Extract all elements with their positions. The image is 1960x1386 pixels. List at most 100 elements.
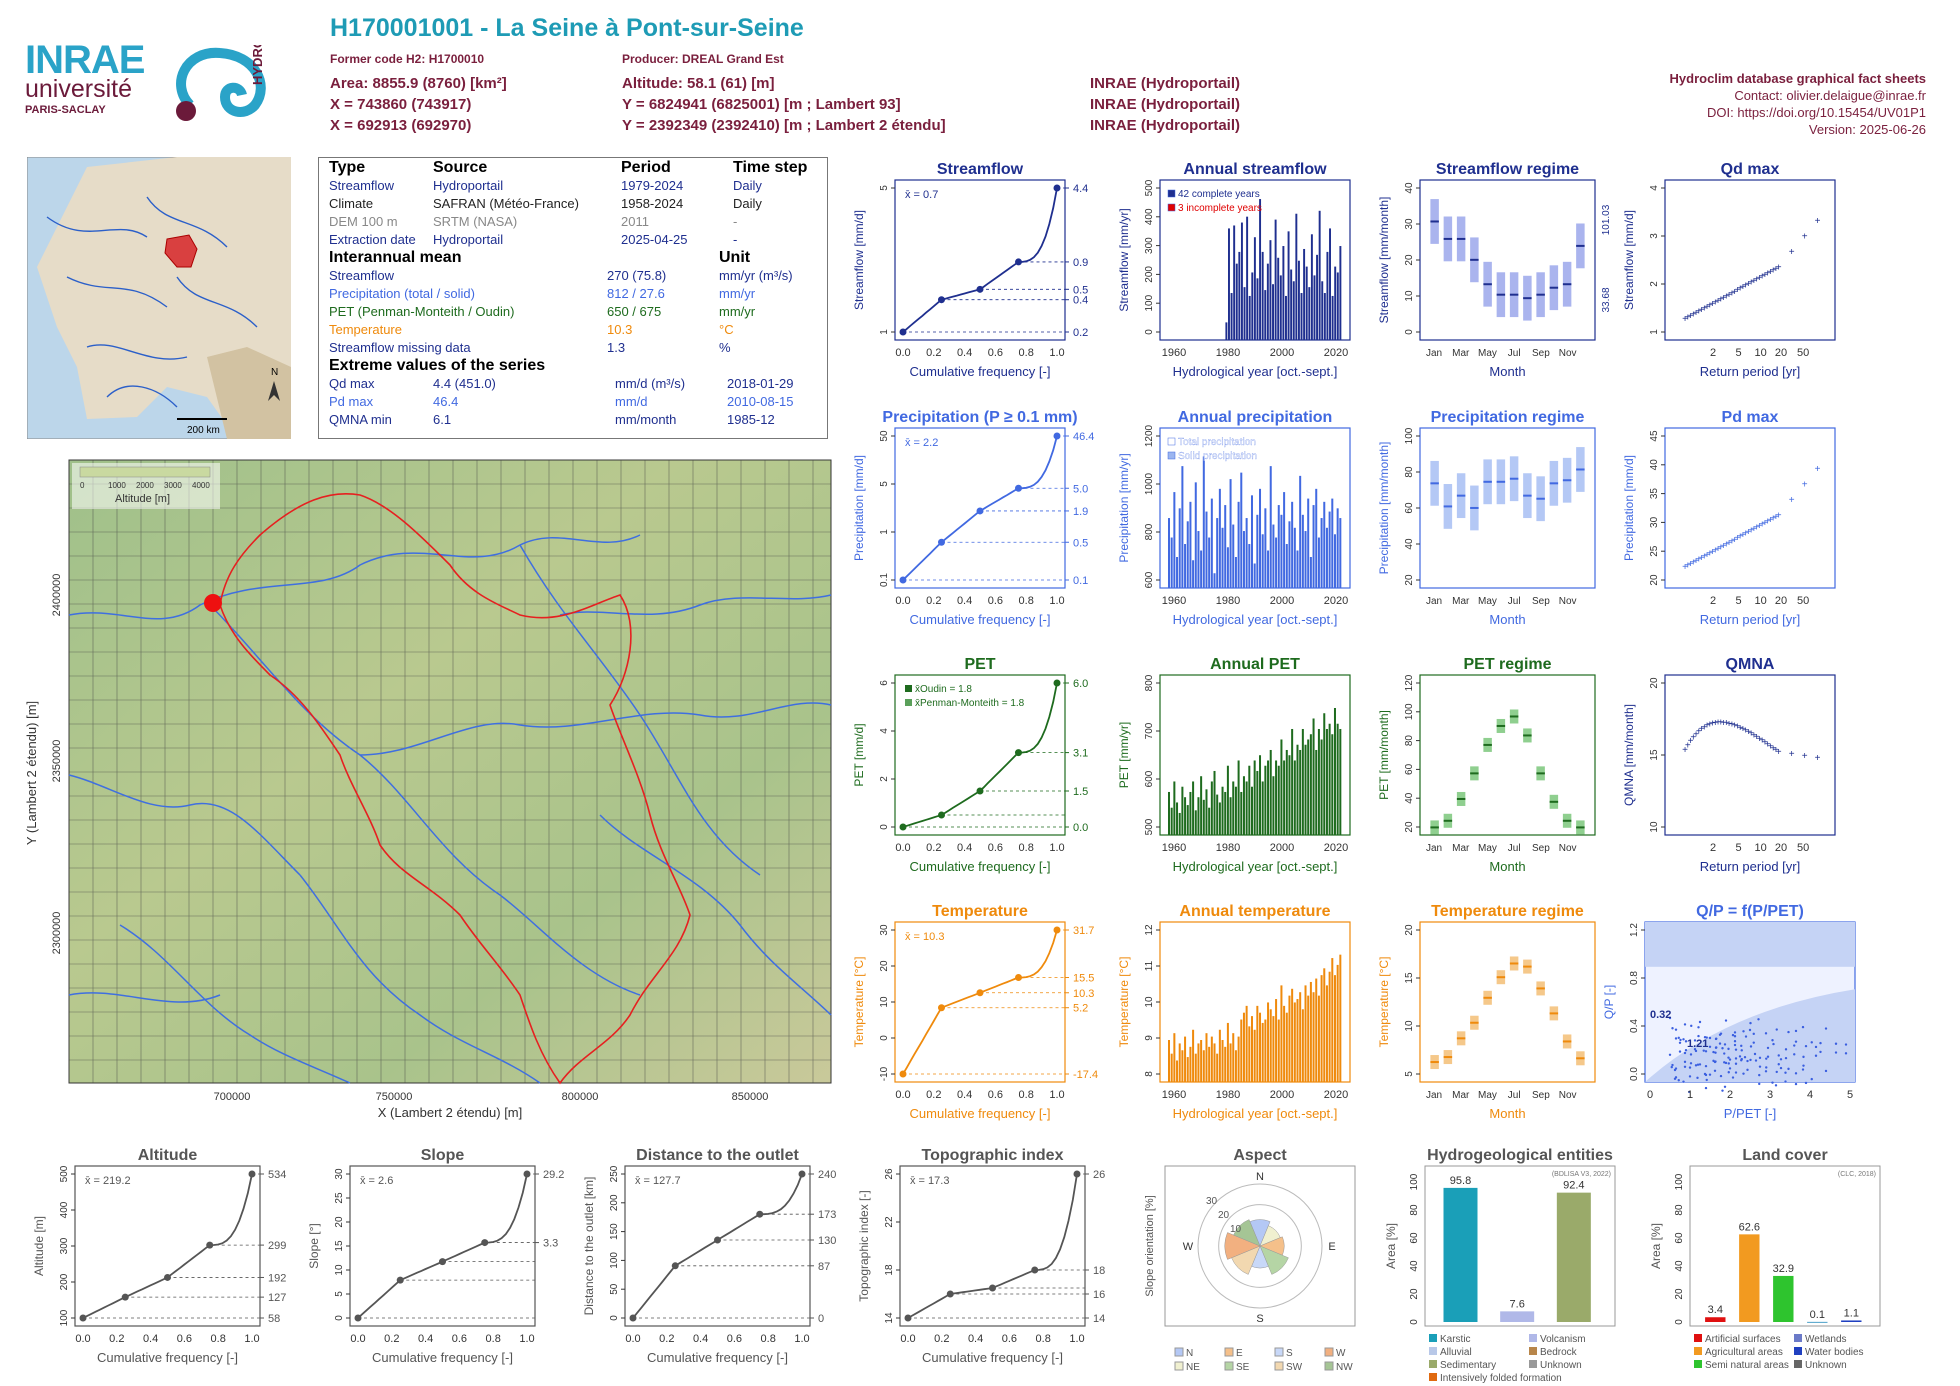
return-point: + — [1745, 727, 1751, 738]
bar-label: 92.4 — [1563, 1180, 1584, 1192]
y-tick-label: 0 — [879, 1035, 890, 1041]
return-point: + — [1718, 718, 1724, 729]
qp-point — [1731, 1076, 1735, 1079]
qp-point — [1704, 1073, 1708, 1077]
legend-swatch — [1167, 203, 1176, 212]
y-tick-label: 25 — [334, 1192, 345, 1204]
x-tick-label: Jan — [1426, 1090, 1442, 1101]
info-row: Climate SAFRAN (Météo-France) 1958-2024 Dai… — [325, 195, 811, 213]
x-tick-label: 0.8 — [1036, 1333, 1051, 1345]
bar — [1288, 521, 1291, 588]
chart-topo: Topographic index Cumulative frequency [-… — [857, 1147, 1105, 1365]
right-tick-label: 10.3 — [1073, 988, 1094, 1000]
bar — [1291, 501, 1294, 588]
return-point: + — [1759, 520, 1765, 531]
bar-label: 0.1 — [1810, 1309, 1825, 1321]
bar — [1336, 723, 1339, 835]
legend-swatch — [1429, 1360, 1437, 1368]
annotation-x: 1.21 — [1687, 1038, 1708, 1050]
x-axis-label: Cumulative frequency [-] — [372, 1350, 513, 1365]
return-point: + — [1754, 732, 1760, 743]
right-tick-label: 46.4 — [1073, 431, 1094, 443]
info-cell: Daily — [733, 178, 762, 193]
bar — [1237, 760, 1240, 835]
return-point: + — [1751, 276, 1757, 287]
bar — [1285, 295, 1287, 340]
qp-point — [1708, 1045, 1712, 1049]
qp-point — [1757, 1018, 1760, 1021]
bar — [1288, 755, 1291, 835]
bar — [1331, 295, 1334, 340]
qp-point — [1688, 1090, 1691, 1094]
qp-point — [1733, 1040, 1737, 1043]
bar — [1205, 789, 1208, 835]
extreme-cell: Qd max — [329, 376, 375, 391]
bar-label: 62.6 — [1739, 1221, 1760, 1233]
qp-point — [1740, 1044, 1743, 1048]
y-tick-label: 0 — [1144, 329, 1155, 335]
x-tick-label: Mar — [1452, 596, 1470, 607]
plot-frame — [624, 1165, 811, 1327]
qp-point — [1727, 1071, 1730, 1074]
bar — [1208, 1046, 1211, 1082]
mean-cell: mm/yr — [719, 286, 756, 301]
area: Area: 8855.9 (8760) [km²] — [330, 75, 507, 92]
y-tick-label: 10 — [879, 996, 890, 1008]
return-point: + — [1762, 270, 1768, 281]
y-tick-label: 20 — [334, 1216, 345, 1228]
bar — [1232, 1033, 1235, 1082]
qp-point — [1721, 1047, 1724, 1050]
info-cell: 2025-04-25 — [621, 232, 688, 247]
right-tick-label: 0.1 — [1073, 575, 1088, 587]
y-axis-label: Distance to the outlet [km] — [582, 1177, 596, 1316]
x-tick-label: 2000 — [1270, 1089, 1294, 1101]
chart-title: Annual precipitation — [1178, 409, 1333, 426]
return-point: + — [1701, 722, 1707, 733]
qp-point — [1724, 1019, 1728, 1022]
return-point: + — [1729, 288, 1735, 299]
universite-logo-text: université — [25, 75, 132, 103]
qp-point — [1779, 1066, 1783, 1070]
y-axis-label: QMNA [mm/month] — [1622, 704, 1636, 806]
qp-point — [1734, 1048, 1738, 1051]
x-tick-label: 0.4 — [143, 1333, 158, 1345]
quantile-point — [904, 1314, 912, 1322]
bar — [1225, 322, 1228, 340]
y-tick-label: 10 — [1144, 996, 1155, 1008]
bar — [1250, 1016, 1253, 1082]
bar — [1229, 479, 1232, 588]
qp-point — [1752, 1041, 1755, 1044]
bar — [1261, 534, 1264, 588]
bar — [1248, 765, 1251, 835]
right-tick-label: 0.9 — [1073, 257, 1088, 269]
right-tick-label: 4.4 — [1073, 183, 1088, 195]
mean-label: x̄ = 219.2 — [85, 1175, 131, 1187]
x-axis-label: Return period [yr] — [1700, 364, 1800, 379]
x-tick-label: 20 — [1775, 347, 1787, 359]
plot-frame — [894, 921, 1066, 1083]
bar — [1186, 805, 1189, 835]
qp-point — [1689, 1062, 1693, 1065]
y-tick-label: 200 — [609, 1194, 620, 1211]
chart-pet_regime: PET regime Month PET [mm/month] 20 40 60 80 100… — [1377, 656, 1596, 874]
qp-point — [1714, 1060, 1717, 1063]
return-point: + — [1757, 734, 1763, 745]
y-tick-label: 300 — [59, 1237, 70, 1254]
y-axis-label: Q/P [-] — [1602, 985, 1616, 1019]
qp-point — [1733, 1035, 1737, 1038]
col-step: Time step — [733, 159, 808, 176]
right-tick-label: 5.0 — [1073, 483, 1088, 495]
return-point: + — [1743, 529, 1749, 540]
bar — [1269, 240, 1272, 340]
y-tick-label: 0.8 — [1629, 971, 1640, 985]
qp-point — [1740, 1049, 1743, 1052]
legend-swatch — [1167, 451, 1176, 460]
ring-label: 10 — [1230, 1224, 1242, 1235]
bar — [1232, 524, 1235, 588]
legend-swatch — [1429, 1373, 1437, 1381]
qp-point — [1683, 1023, 1687, 1026]
bar — [1253, 760, 1256, 835]
return-point: + — [1715, 296, 1721, 307]
bar — [1226, 765, 1229, 835]
x-tick-label: 0 — [1647, 1089, 1653, 1101]
